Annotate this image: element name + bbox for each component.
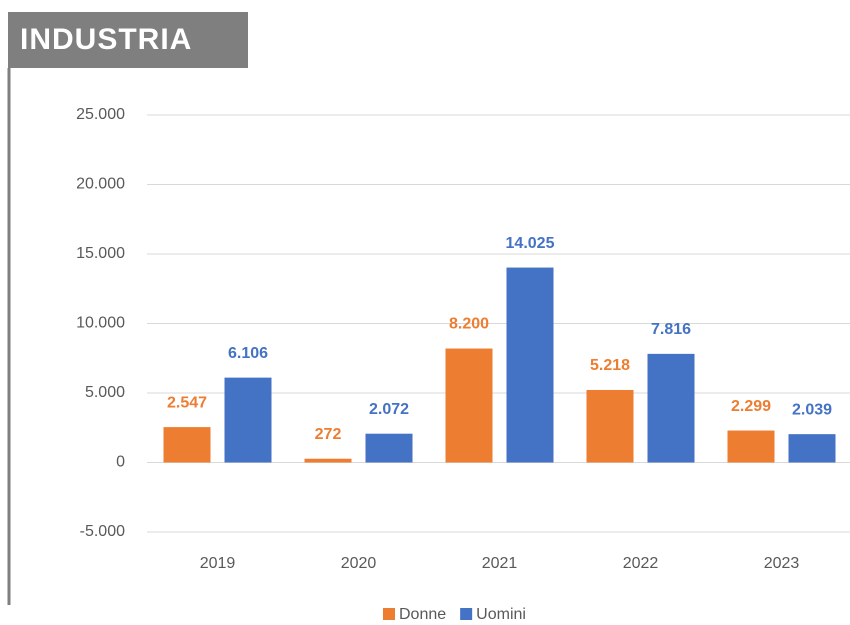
value-label: 7.816 — [651, 321, 691, 338]
bar — [727, 430, 775, 463]
bar — [647, 353, 695, 463]
y-tick-label: 20.000 — [76, 176, 125, 193]
value-label: 8.200 — [449, 316, 489, 333]
title-box — [8, 12, 248, 68]
x-tick-label: 2021 — [482, 555, 518, 572]
legend-label: Donne — [399, 606, 446, 623]
bar — [788, 434, 836, 463]
value-label: 2.039 — [792, 401, 832, 418]
x-tick-label: 2019 — [200, 555, 236, 572]
legend-label: Uomini — [476, 606, 526, 623]
x-tick-label: 2020 — [341, 555, 377, 572]
bar — [586, 389, 634, 463]
bar — [365, 433, 413, 463]
y-tick-label: 15.000 — [76, 245, 125, 262]
y-tick-label: 25.000 — [76, 106, 125, 123]
value-label: 2.072 — [369, 401, 409, 418]
value-label: 6.106 — [228, 345, 268, 362]
y-tick-label: 0 — [116, 454, 125, 471]
legend-swatch — [383, 608, 395, 620]
bar — [304, 458, 352, 463]
value-label: 5.218 — [590, 357, 630, 374]
legend-swatch — [460, 608, 473, 620]
chart-title: INDUSTRIA — [20, 23, 192, 56]
value-label: 2.547 — [167, 394, 207, 411]
x-tick-label: 2023 — [764, 555, 800, 572]
bar — [506, 267, 554, 463]
x-tick-label: 2022 — [623, 555, 659, 572]
bar — [445, 348, 493, 463]
y-tick-label: 5.000 — [85, 384, 125, 401]
bar — [163, 427, 211, 463]
bar — [224, 377, 272, 463]
value-label: 2.299 — [731, 398, 771, 415]
y-tick-label: 10.000 — [76, 315, 125, 332]
y-tick-label: -5.000 — [80, 523, 125, 540]
value-label: 14.025 — [506, 235, 555, 252]
value-label: 272 — [315, 426, 342, 443]
